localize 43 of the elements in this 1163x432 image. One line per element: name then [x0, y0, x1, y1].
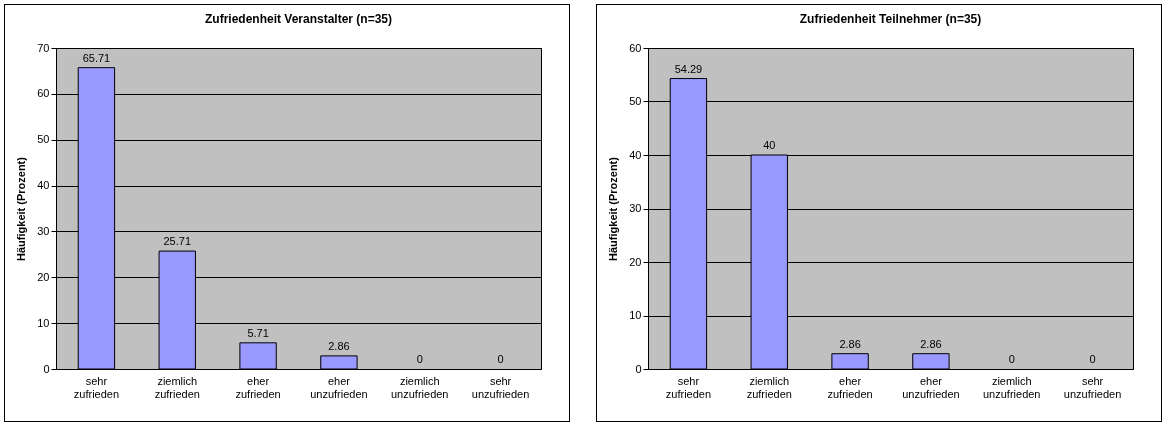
x-tick-label: ziemlich unzufrieden [391, 374, 449, 400]
data-label: 0 [1008, 353, 1015, 365]
data-label: 0 [416, 353, 423, 365]
y-tick-label: 40 [37, 179, 50, 192]
x-tick-label: eher unzufrieden [310, 374, 368, 400]
y-axis-title: Häufigkeit (Prozent) [15, 156, 28, 261]
data-label: 65.71 [82, 51, 111, 64]
data-label: 40 [763, 139, 776, 151]
y-tick-label: 60 [37, 87, 50, 100]
x-tick-label: sehr zufrieden [665, 374, 712, 400]
y-tick-label: 50 [37, 133, 50, 146]
y-tick-label: 0 [43, 362, 50, 375]
y-tick-label: 50 [629, 95, 642, 107]
y-axis-title: Häufigkeit (Prozent) [607, 156, 620, 261]
x-tick-label: sehr unzufrieden [1063, 374, 1122, 400]
y-tick-label: 60 [629, 41, 642, 54]
y-tick-label: 10 [629, 309, 642, 321]
chart-title: Zufriedenheit Veranstalter (n=35) [204, 12, 393, 26]
data-label: 54.29 [674, 62, 703, 75]
y-tick-label: 40 [629, 148, 642, 161]
chart-title: Zufriedenheit Teilnehmer (n=35) [799, 12, 982, 26]
data-label: 0 [1089, 353, 1096, 365]
data-label: 25.71 [163, 235, 192, 248]
x-tick-label: eher zufrieden [235, 374, 281, 400]
y-tick-label: 20 [629, 255, 642, 268]
x-tick-label: ziemlich zufrieden [746, 374, 792, 400]
y-tick-label: 0 [635, 362, 642, 375]
x-tick-label: sehr zufrieden [73, 374, 120, 400]
y-tick-label: 30 [37, 224, 50, 237]
data-label: 2.86 [839, 337, 861, 350]
x-tick-label: sehr unzufrieden [471, 374, 530, 400]
y-tick-label: 10 [37, 316, 50, 329]
x-tick-label: ziemlich zufrieden [154, 374, 200, 400]
x-tick-label: eher zufrieden [827, 374, 873, 400]
data-label: 0 [497, 353, 504, 365]
data-label: 2.86 [920, 337, 942, 350]
y-tick-label: 30 [629, 202, 642, 214]
x-tick-label: eher unzufrieden [902, 374, 960, 400]
data-label: 5.71 [247, 326, 269, 339]
y-tick-label: 70 [37, 41, 50, 54]
y-tick-label: 20 [37, 270, 50, 283]
x-tick-label: ziemlich unzufrieden [983, 374, 1041, 400]
data-label: 2.86 [328, 339, 350, 352]
